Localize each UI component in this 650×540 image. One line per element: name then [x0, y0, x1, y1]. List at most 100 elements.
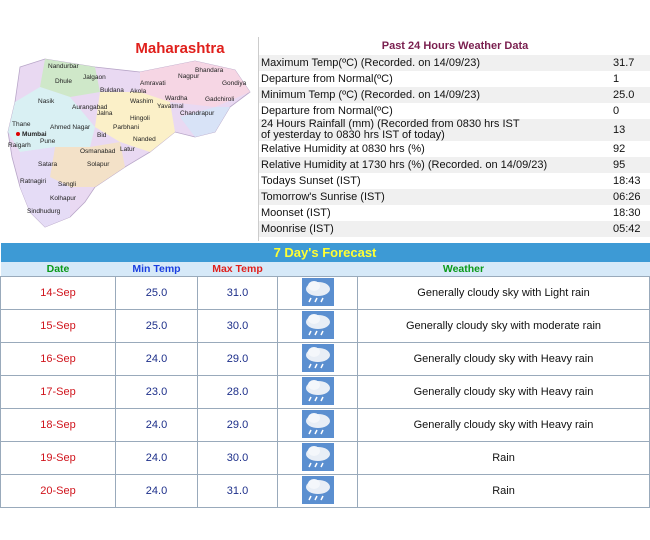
place-label: Buldana [100, 87, 124, 94]
date: 20-Sep [0, 474, 116, 508]
date: 16-Sep [0, 342, 116, 376]
past-row: Maximum Temp(ºC) (Recorded. on 14/09/23)… [259, 55, 650, 71]
parameter-value: 25.0 [611, 87, 650, 103]
icon-cell [277, 375, 358, 409]
parameter-value: 92 [613, 142, 626, 155]
date: 17-Sep [0, 375, 116, 409]
past-24h-title: Past 24 Hours Weather Data [381, 40, 529, 52]
parameter: Departure from Normal(ºC) [261, 72, 393, 85]
forecast-row: 20-Sep 24.0 31.0 Rain [0, 474, 650, 508]
place-label: Washim [130, 98, 153, 105]
icon-cell [277, 474, 358, 508]
past-row: Tomorrow's Sunrise (IST) 06:26 [259, 189, 650, 205]
weather-icon [301, 310, 334, 339]
icon-cloud [307, 346, 320, 357]
icon-rain [307, 363, 324, 368]
weather-icon [301, 475, 334, 504]
icon-rain [307, 396, 324, 401]
place-label: Yavatmal [157, 103, 184, 110]
icon-cell [277, 342, 358, 376]
place-label: Wardha [165, 95, 188, 102]
weather-icon [301, 376, 334, 405]
icon-cloud [307, 478, 320, 489]
forecast-row: 16-Sep 24.0 29.0 Generally cloudy sky with … [0, 342, 650, 376]
parameter-value: 18:30 [613, 206, 641, 219]
parameter: Tomorrow's Sunrise (IST) [259, 189, 611, 205]
icon-cloud [307, 445, 320, 456]
parameter-value: 13 [611, 119, 650, 141]
map-region [50, 142, 125, 187]
min-temp: 24.0 [115, 408, 198, 442]
place-label: Nasik [38, 98, 55, 105]
column-header: Weather [277, 262, 650, 277]
icon-rain [307, 297, 324, 302]
max-temp: 29.0 [197, 342, 278, 376]
max-temp: 31.0 [197, 276, 278, 310]
place-label: Satara [38, 161, 58, 168]
place-label: Ratnagiri [20, 178, 46, 185]
place-label: Thane [12, 121, 31, 128]
parameter: Relative Humidity at 1730 hrs (%) (Recor… [259, 157, 611, 173]
place-label: Parbhani [113, 124, 139, 131]
map-region [8, 87, 95, 152]
place-label: Latur [120, 146, 136, 153]
place-label: Gadchiroli [205, 96, 234, 103]
place-label: Osmanabad [80, 148, 116, 155]
max-temp: 30.0 [197, 309, 278, 343]
place-label: Nanded [133, 136, 156, 143]
min-temp: 25.0 [115, 276, 198, 310]
parameter-value: 0 [613, 104, 620, 117]
min-temp: 24.0 [115, 441, 198, 475]
past-24h-panel: Past 24 Hours Weather Data Maximum Temp(… [258, 37, 650, 241]
parameter-value: 18:43 [613, 174, 641, 187]
date: 14-Sep [0, 276, 116, 310]
map-region [140, 61, 250, 107]
max-temp: 30.0 [197, 441, 278, 475]
past-24h-table: Past 24 Hours Weather Data Maximum Temp(… [259, 37, 650, 237]
column-header: Date [0, 262, 116, 277]
weather: Rain [357, 474, 650, 508]
past-row: Departure from Normal(ºC) 0 [259, 103, 650, 119]
place-label: Solapur [87, 161, 110, 168]
parameter-value: 05:42 [611, 221, 650, 237]
past-row: Moonrise (IST) 05:42 [259, 221, 650, 237]
weather-icon [301, 277, 334, 306]
parameter: Departure from Normal(ºC) [261, 104, 393, 117]
icon-cell [277, 408, 358, 442]
map-region [95, 92, 175, 152]
max-temp: 29.0 [197, 408, 278, 442]
forecast-header: Date Min Temp Max Temp Weather [0, 262, 650, 277]
parameter: 24 Hours Rainfall (mm) (Recorded from 08… [259, 119, 611, 141]
parameter: Moonrise (IST) [259, 221, 611, 237]
parameter: Relative Humidity at 0830 hrs (%) [261, 142, 425, 155]
place-label: Nagpur [178, 73, 200, 80]
place-label: Hingoli [130, 115, 150, 122]
place-label: Chandrapur [180, 110, 215, 117]
icon-rain [307, 429, 324, 434]
city-marker [16, 132, 20, 136]
date: 18-Sep [0, 408, 116, 442]
place-label: Mumbai [22, 131, 47, 138]
icon-rain [307, 330, 324, 335]
parameter: Moonset (IST) [261, 206, 331, 219]
map-region [20, 147, 70, 227]
parameter: Todays Sunset (IST) [261, 174, 361, 187]
place-label: Ahmed Nagar [50, 124, 91, 131]
past-row: Relative Humidity at 1730 hrs (%) (Recor… [259, 157, 650, 173]
map-region [40, 59, 100, 97]
place-label: Sindhudurg [27, 208, 61, 215]
column-header: Min Temp [115, 262, 198, 277]
weather: Generally cloudy sky with Heavy rain [357, 342, 650, 376]
place-label: Jalgaon [83, 74, 106, 81]
weather: Generally cloudy sky with Light rain [357, 276, 650, 310]
past-row: Minimum Temp (ºC) (Recorded. on 14/09/23… [259, 87, 650, 103]
parameter-value: 1 [613, 72, 620, 85]
place-label: Bid [97, 132, 107, 139]
icon-cloud [307, 313, 320, 324]
place-label: Jalna [97, 110, 113, 117]
forecast-title: 7 Day's Forecast [0, 243, 650, 262]
min-temp: 24.0 [115, 474, 198, 508]
max-temp: 28.0 [197, 375, 278, 409]
map-region [180, 107, 230, 137]
